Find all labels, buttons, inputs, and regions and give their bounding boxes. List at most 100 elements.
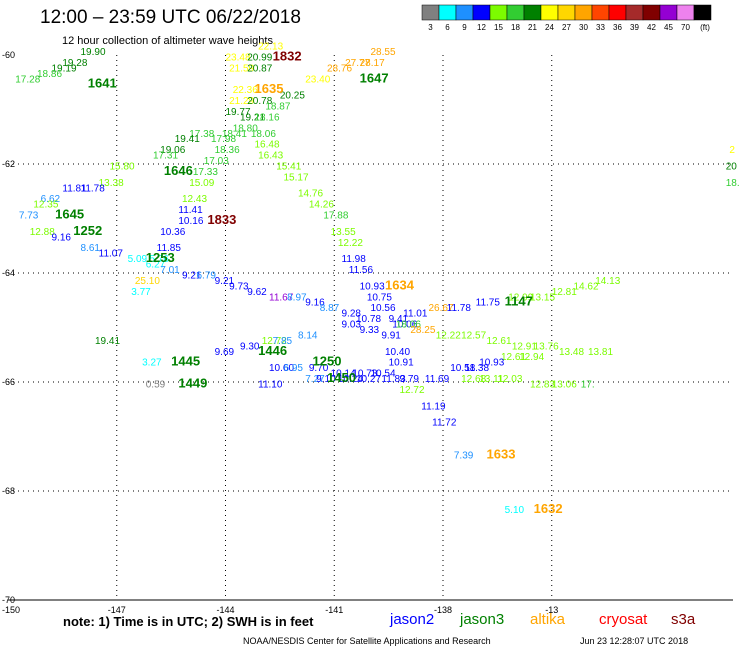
pass-time-labels: 1641 1832 1635 1647 1646 1645 1833 1252 1253 1634… <box>55 48 562 515</box>
legend-unit-label: (ft) <box>700 23 710 32</box>
wave-height-value: 9.16 <box>305 298 325 309</box>
wave-height-value: 9.28 <box>342 309 362 320</box>
wave-height-value: 19.90 <box>81 47 106 58</box>
wave-height-value: 18.87 <box>265 102 290 113</box>
wave-height-value: 10.27 <box>356 374 381 385</box>
wave-height-value: 27.77 <box>345 58 370 69</box>
wave-height-value: 17.28 <box>15 74 40 85</box>
wave-height-value: 12.81 <box>552 287 577 298</box>
wave-height-value: 12.61 <box>487 336 512 347</box>
legend-tick-label: 45 <box>664 23 673 32</box>
wave-height-value: 12.03 <box>497 374 522 385</box>
wave-height-value: 11.07 <box>99 249 124 260</box>
wave-height-value: 23.48 <box>226 52 251 63</box>
wave-height-value: 19.41 <box>175 134 200 145</box>
legend-tick-label: 3 <box>428 23 433 32</box>
pass-time-label: 1450 <box>327 370 356 385</box>
wave-height-value: 12.35 <box>33 200 58 211</box>
wave-height-value: 11.98 <box>342 254 367 265</box>
legend-swatch <box>693 4 712 21</box>
pass-time-label: 1147 <box>505 294 533 309</box>
wave-height-value: 8.87 <box>320 303 340 314</box>
wave-height-value: 11.85 <box>157 243 182 254</box>
wave-height-value: 10.40 <box>385 347 410 358</box>
legend-tick-label: 18 <box>511 23 520 32</box>
wave-height-value: 28.55 <box>371 47 396 58</box>
wave-height-value: 18.80 <box>233 123 258 134</box>
wave-height-value: 11.78 <box>81 183 106 194</box>
wave-height-value: 11.41 <box>178 205 203 216</box>
pass-time-label: 1833 <box>207 212 236 227</box>
pass-time-label: 1449 <box>178 375 207 390</box>
wave-height-value: 17.98 <box>211 134 236 145</box>
wave-height-value: 9.30 <box>240 341 260 352</box>
wave-height-value: 6.27 <box>146 260 166 271</box>
legend-tick-label: 12 <box>477 23 486 32</box>
wave-height-value: 13.48 <box>559 347 584 358</box>
pass-time-label: 1632 <box>534 501 563 516</box>
wave-height-value: 18.06 <box>396 320 421 331</box>
wave-height-value: 17.88 <box>323 211 348 222</box>
pass-time-label: 1641 <box>88 76 117 91</box>
wave-height-value: 17.33 <box>193 167 218 178</box>
wave-height-value: 13.81 <box>588 347 613 358</box>
lon-tick-label: -13 <box>545 605 558 615</box>
satellite-s3a-label: s3a <box>671 611 696 628</box>
legend-swatch <box>591 4 610 21</box>
wave-height-value: 15.09 <box>189 178 214 189</box>
wave-height-value: 15.41 <box>276 161 301 172</box>
wave-height-value: 10.75 <box>367 292 392 303</box>
wave-height-value: 10.73 <box>352 369 377 380</box>
wave-height-value: 9.79 <box>400 374 420 385</box>
legend-swatch <box>472 4 491 21</box>
wave-height-value: 13.15 <box>530 292 555 303</box>
lon-tick-label: -141 <box>325 605 343 615</box>
wave-height-value: 5.76 <box>149 254 169 265</box>
pass-time-label: 1253 <box>146 250 175 265</box>
wave-height-value: 11.83 <box>381 374 406 385</box>
wave-height-value: 12.91 <box>512 341 537 352</box>
pass-time-label: 1250 <box>313 354 342 369</box>
wave-height-value: 10.93 <box>360 281 385 292</box>
wave-height-value: 16.48 <box>255 140 280 151</box>
wave-height-value: 7.39 <box>454 450 474 461</box>
wave-height-value: 10.14 <box>331 369 356 380</box>
wave-height-value: 18.86 <box>37 69 62 80</box>
wave-height-value: 10.06 <box>392 320 417 331</box>
wave-height-value: 19.77 <box>226 107 251 118</box>
wave-height-value: 11.19 <box>421 401 446 412</box>
satellite-jason2-label: jason2 <box>390 611 435 628</box>
lat-tick-label: -66 <box>2 377 15 387</box>
footnote: note: 1) Time is in UTC; 2) SWH is in fe… <box>63 614 314 629</box>
lat-tick-label: -70 <box>2 595 15 605</box>
lat-tick-label: -64 <box>2 268 15 278</box>
pass-time-label: 1634 <box>385 277 415 292</box>
wave-height-value: 0.59 <box>146 379 166 390</box>
wave-height-value: 12.68 <box>461 374 486 385</box>
wave-height-value: 9.69 <box>215 347 235 358</box>
wave-height-value: 19.41 <box>95 336 120 347</box>
wave-height-value: 6.62 <box>41 194 61 205</box>
wave-height-value: 21.59 <box>229 63 254 74</box>
wave-height-value: 22.36 <box>233 85 258 96</box>
wave-height-value: 12.72 <box>400 385 425 396</box>
wave-height-value: 11.38 <box>465 363 490 374</box>
wave-height-value: 14.13 <box>595 276 620 287</box>
wave-height-value: 10.56 <box>371 303 396 314</box>
wave-height-value: 17.03 <box>204 156 229 167</box>
wave-height-value: 12.57 <box>461 330 486 341</box>
wave-height-value: 10.54 <box>371 369 396 380</box>
wave-height-value: 11.78 <box>447 303 472 314</box>
wave-height-value: 11.01 <box>403 309 428 320</box>
page-title: 12:00 – 23:59 UTC 06/22/2018 <box>40 7 301 28</box>
wave-height-value: 10.24 <box>338 374 363 385</box>
wave-height-value: 11.69 <box>425 374 450 385</box>
wave-height-value: 12.94 <box>519 352 544 363</box>
legend-tick-label: 33 <box>596 23 605 32</box>
lon-tick-label: -144 <box>216 605 234 615</box>
wave-height-value: 9.21 <box>215 276 235 287</box>
lat-tick-label: -62 <box>2 159 15 169</box>
legend-swatch <box>455 4 474 21</box>
wave-height-value: 10.16 <box>178 216 203 227</box>
